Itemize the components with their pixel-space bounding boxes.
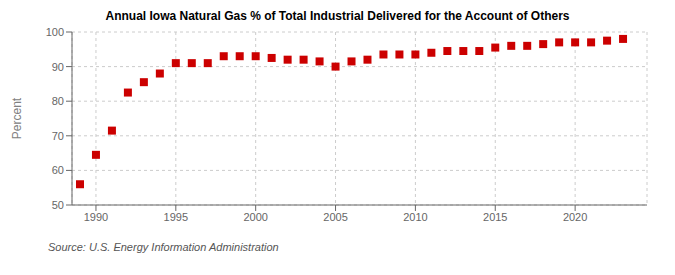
svg-text:Percent: Percent <box>10 97 24 139</box>
svg-text:90: 90 <box>52 61 64 73</box>
html-text:Source: U.S. Energy Informatio: Source: U.S. Energy Information Administ… <box>48 241 279 253</box>
svg-text:2005: 2005 <box>323 211 347 223</box>
svg-text:2000: 2000 <box>243 211 267 223</box>
svg-text:2020: 2020 <box>563 211 587 223</box>
svg-text:1995: 1995 <box>164 211 188 223</box>
svg-text:100: 100 <box>46 26 64 38</box>
svg-text:70: 70 <box>52 130 64 142</box>
svg-text:50: 50 <box>52 199 64 211</box>
svg-text:1990: 1990 <box>84 211 108 223</box>
svg-text:2010: 2010 <box>403 211 427 223</box>
svg-text:2015: 2015 <box>483 211 507 223</box>
html-text:Annual Iowa Natural Gas % of T: Annual Iowa Natural Gas % of Total Indus… <box>105 9 570 23</box>
svg-text:80: 80 <box>52 95 64 107</box>
svg-text:60: 60 <box>52 164 64 176</box>
